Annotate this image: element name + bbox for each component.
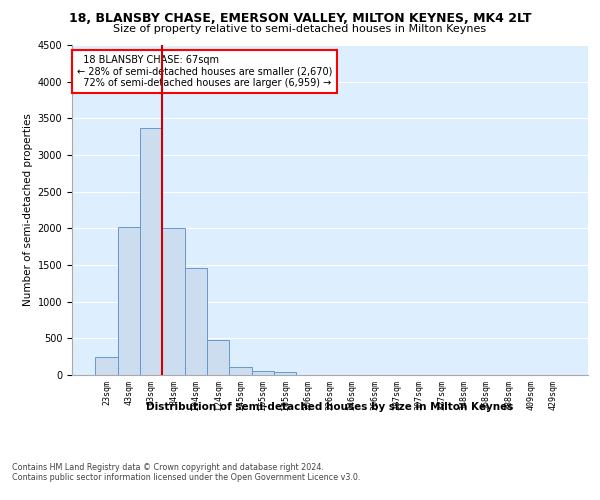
Text: 18, BLANSBY CHASE, EMERSON VALLEY, MILTON KEYNES, MK4 2LT: 18, BLANSBY CHASE, EMERSON VALLEY, MILTO… xyxy=(69,12,531,26)
Y-axis label: Number of semi-detached properties: Number of semi-detached properties xyxy=(23,114,34,306)
Bar xyxy=(185,268,207,375)
Bar xyxy=(229,368,252,375)
Bar xyxy=(118,227,140,375)
Text: 18 BLANSBY CHASE: 67sqm
← 28% of semi-detached houses are smaller (2,670)
  72% : 18 BLANSBY CHASE: 67sqm ← 28% of semi-de… xyxy=(77,55,332,88)
Text: Distribution of semi-detached houses by size in Milton Keynes: Distribution of semi-detached houses by … xyxy=(146,402,514,412)
Text: Size of property relative to semi-detached houses in Milton Keynes: Size of property relative to semi-detach… xyxy=(113,24,487,34)
Bar xyxy=(274,372,296,375)
Bar xyxy=(163,228,185,375)
Bar xyxy=(207,340,229,375)
Text: Contains public sector information licensed under the Open Government Licence v3: Contains public sector information licen… xyxy=(12,472,361,482)
Bar xyxy=(140,128,163,375)
Text: Contains HM Land Registry data © Crown copyright and database right 2024.: Contains HM Land Registry data © Crown c… xyxy=(12,462,324,471)
Bar xyxy=(95,356,118,375)
Bar xyxy=(252,371,274,375)
